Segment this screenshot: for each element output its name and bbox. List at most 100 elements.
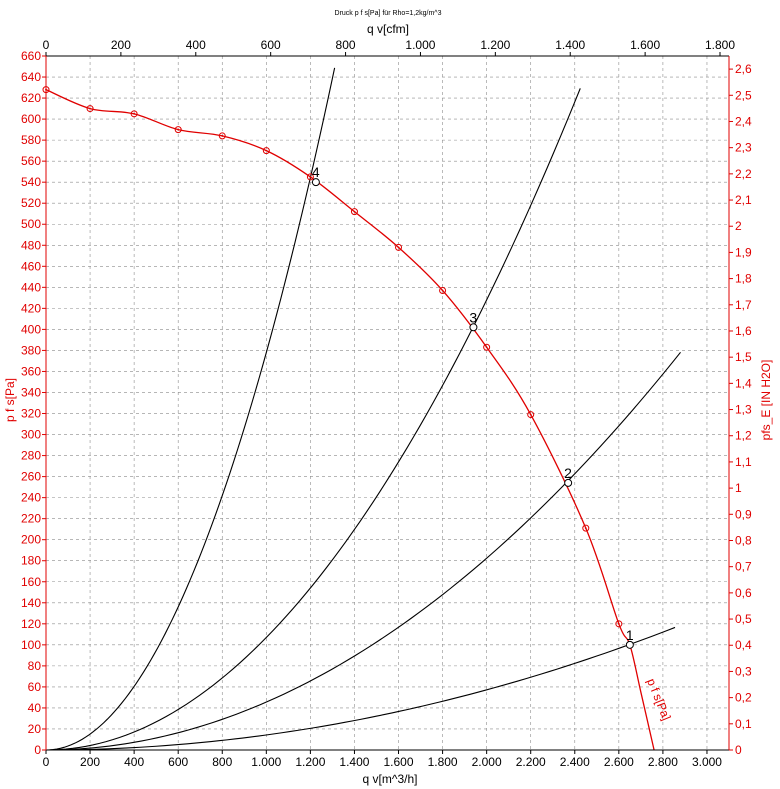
left-tick-label: 0 <box>34 743 41 757</box>
right-tick-label: 0 <box>735 743 742 757</box>
fan-curve-marker-dot <box>221 135 224 137</box>
right-tick-label: 0,2 <box>735 691 752 705</box>
right-tick-label: 2,1 <box>735 193 752 207</box>
bottom-tick-label: 1.000 <box>251 755 281 769</box>
left-tick-label: 620 <box>21 91 41 105</box>
curves <box>45 67 681 751</box>
right-tick-label: 2 <box>735 219 742 233</box>
bottom-tick-label: 200 <box>80 755 100 769</box>
left-tick-label: 520 <box>21 196 41 210</box>
left-tick-label: 180 <box>21 554 41 568</box>
right-tick-label: 0,8 <box>735 533 752 547</box>
right-tick-label: 1,1 <box>735 455 752 469</box>
bottom-tick-label: 2.200 <box>516 755 546 769</box>
bottom-tick-label: 1.600 <box>384 755 414 769</box>
bottom-tick-label: 1.400 <box>339 755 369 769</box>
left-tick-label: 140 <box>21 596 41 610</box>
operating-point <box>625 640 634 649</box>
left-tick-label: 160 <box>21 575 41 589</box>
fan-curve-marker-dot <box>529 413 532 416</box>
right-axis-label: pfs_E [IN H2O] <box>759 360 773 441</box>
left-axis-label: p f s[Pa] <box>3 378 17 422</box>
fan-curve-marker-dot <box>584 527 587 530</box>
right-tick-label: 0,4 <box>735 638 752 652</box>
top-tick-label: 800 <box>336 38 356 52</box>
system-curve <box>45 626 676 751</box>
top-tick-label: 1.800 <box>705 38 735 52</box>
left-tick-label: 280 <box>21 449 41 463</box>
bottom-tick-label: 2.800 <box>648 755 678 769</box>
right-tick-label: 0,3 <box>735 664 752 678</box>
right-tick-label: 1 <box>735 481 742 495</box>
data-markers <box>42 86 634 649</box>
left-tick-label: 40 <box>28 701 42 715</box>
left-tick-label: 600 <box>21 112 41 126</box>
chart-title: Druck p f s[Pa] für Rho=1,2kg/m^3 <box>335 10 442 17</box>
left-tick-label: 240 <box>21 491 41 505</box>
right-tick-label: 1,4 <box>735 376 752 390</box>
fan-curve-marker <box>174 126 182 134</box>
left-tick-label: 640 <box>21 70 41 84</box>
left-tick-label: 660 <box>21 49 41 63</box>
system-curve <box>45 67 336 751</box>
left-tick-label: 80 <box>28 659 42 673</box>
fan-curve-marker-dot <box>177 128 180 131</box>
left-tick-label: 360 <box>21 364 41 378</box>
right-tick-label: 2,5 <box>735 88 752 102</box>
operating-point-label: 1 <box>626 627 634 643</box>
right-tick-label: 2,4 <box>735 114 752 128</box>
right-tick-label: 2,2 <box>735 167 752 181</box>
bottom-tick-label: 3.000 <box>692 755 722 769</box>
bottom-tick-label: 800 <box>212 755 232 769</box>
left-tick-label: 380 <box>21 343 41 357</box>
fan-curve-marker <box>86 105 94 113</box>
left-tick-label: 20 <box>28 722 42 736</box>
left-tick-label: 420 <box>21 301 41 315</box>
fan-curve-marker <box>439 286 447 294</box>
fan-curve-marker <box>350 208 358 216</box>
fan-curve-marker <box>130 110 138 118</box>
left-tick-label: 400 <box>21 322 41 336</box>
left-tick-label: 300 <box>21 428 41 442</box>
left-tick-label: 340 <box>21 385 41 399</box>
left-tick-label: 320 <box>21 407 41 421</box>
fan-curve-marker <box>306 173 314 181</box>
point-labels: p f s[Pa] 1 2 3 4 <box>312 164 674 722</box>
bottom-tick-label: 1.200 <box>295 755 325 769</box>
fan-curve-marker-dot <box>397 246 400 249</box>
right-tick-label: 1,3 <box>735 403 752 417</box>
fan-curve-marker <box>527 411 535 419</box>
bottom-tick-label: 600 <box>168 755 188 769</box>
right-tick-label: 1,6 <box>735 324 752 338</box>
fan-curve-marker-dot <box>133 112 136 115</box>
left-tick-label: 540 <box>21 175 41 189</box>
right-tick-label: 0,5 <box>735 612 752 626</box>
right-tick-label: 0,9 <box>735 507 752 521</box>
left-tick-label: 220 <box>21 512 41 526</box>
top-tick-label: 400 <box>186 38 206 52</box>
top-tick-label: 1.200 <box>480 38 510 52</box>
fan-curve-marker-dot <box>617 622 620 625</box>
bottom-tick-label: 2.400 <box>560 755 590 769</box>
left-tick-label: 260 <box>21 470 41 484</box>
right-tick-label: 1,5 <box>735 350 752 364</box>
right-tick-label: 1,2 <box>735 429 752 443</box>
fan-curve-marker-dot <box>353 210 356 213</box>
bottom-tick-label: 1.800 <box>428 755 458 769</box>
system-curve <box>45 351 681 751</box>
fan-curve-marker-dot <box>441 289 444 292</box>
left-tick-label: 560 <box>21 154 41 168</box>
fan-curve-marker <box>615 620 623 628</box>
left-tick-label: 60 <box>28 680 42 694</box>
left-tick-label: 100 <box>21 638 41 652</box>
fan-curve-marker-dot <box>89 107 91 110</box>
fan-curve-marker-dot <box>265 149 268 152</box>
right-tick-label: 0,7 <box>735 560 752 574</box>
right-tick-label: 2,6 <box>735 62 752 76</box>
right-tick-label: 1,8 <box>735 272 752 286</box>
right-tick-label: 1,7 <box>735 298 752 312</box>
grid-lines <box>46 56 729 750</box>
left-tick-label: 580 <box>21 133 41 147</box>
operating-point <box>564 478 573 487</box>
